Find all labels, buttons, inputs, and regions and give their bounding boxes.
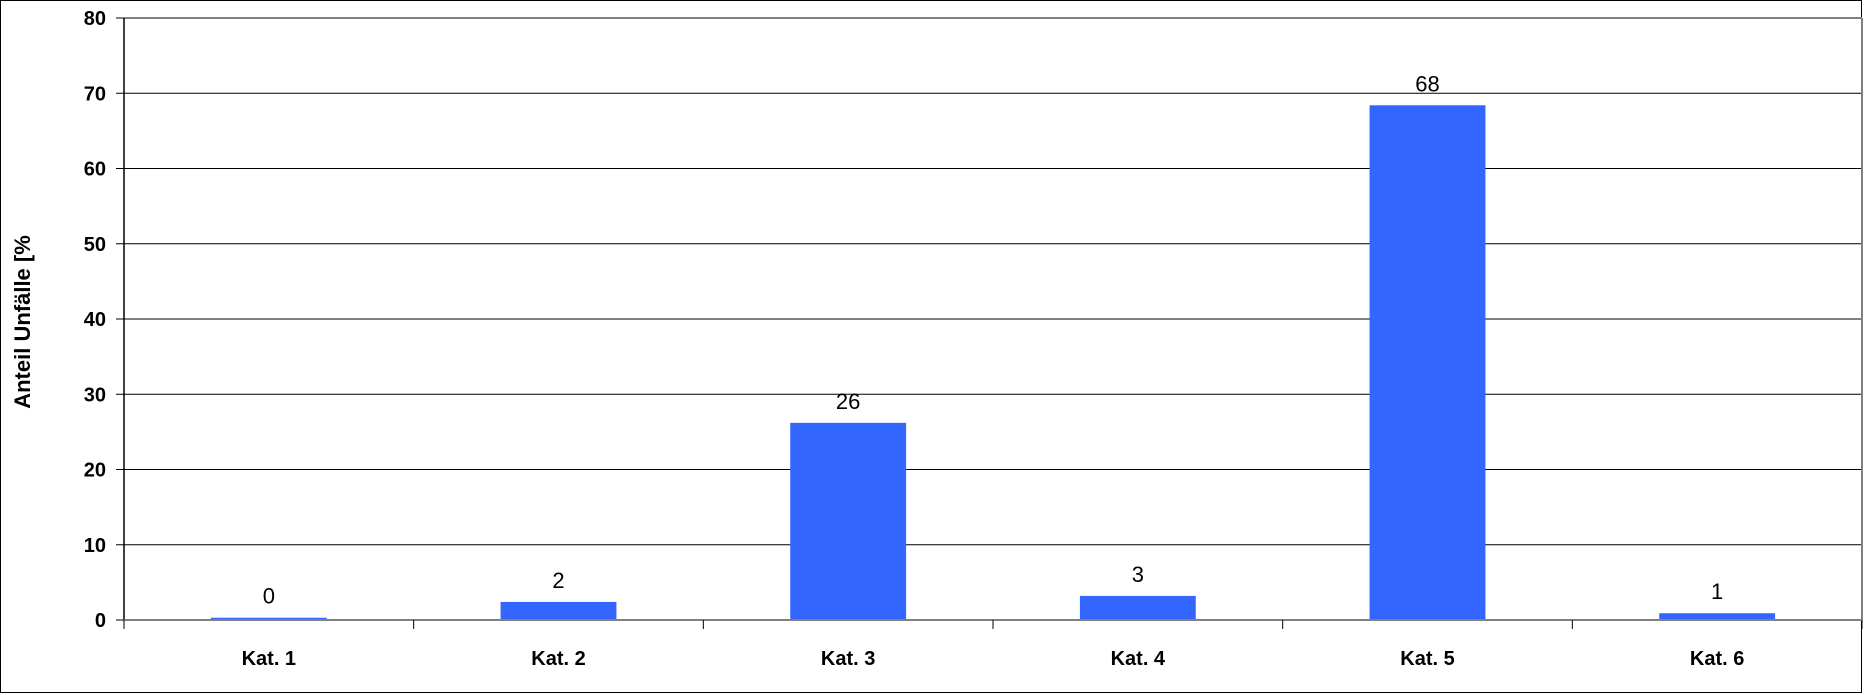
bar bbox=[1369, 105, 1486, 621]
y-tick-label: 0 bbox=[95, 610, 106, 632]
gridlines bbox=[124, 17, 1862, 546]
y-axis-label: Anteil Unfälle [% bbox=[10, 235, 35, 409]
x-tick-labels: Kat. 1 Kat. 2 Kat. 3 Kat. 4 Kat. 5 Kat. 6 bbox=[242, 648, 1745, 670]
bar bbox=[1079, 595, 1196, 620]
data-label: 0 bbox=[263, 584, 275, 609]
y-tick-label: 80 bbox=[84, 8, 106, 30]
y-tick-label: 40 bbox=[84, 309, 106, 331]
data-label: 68 bbox=[1415, 71, 1439, 96]
x-tick-label: Kat. 2 bbox=[531, 648, 585, 670]
x-tick-label: Kat. 6 bbox=[1690, 648, 1744, 670]
axes bbox=[116, 17, 1863, 629]
y-tick-labels: 0 10 20 30 40 50 60 70 80 bbox=[84, 8, 106, 632]
data-labels: 0 2 26 3 68 1 bbox=[263, 71, 1724, 608]
data-label: 2 bbox=[552, 568, 564, 593]
y-tick-label: 50 bbox=[84, 234, 106, 256]
y-tick-label: 70 bbox=[84, 83, 106, 105]
data-label: 1 bbox=[1711, 579, 1723, 604]
bar bbox=[790, 422, 907, 620]
x-tick-label: Kat. 1 bbox=[242, 648, 296, 670]
x-tick-label: Kat. 3 bbox=[821, 648, 875, 670]
y-tick-label: 20 bbox=[84, 460, 106, 482]
bar bbox=[210, 617, 327, 620]
bar bbox=[500, 601, 617, 620]
bar bbox=[1659, 613, 1776, 620]
y-tick-label: 10 bbox=[84, 535, 106, 557]
bars bbox=[210, 105, 1776, 621]
y-tick-label: 30 bbox=[84, 384, 106, 406]
data-label: 3 bbox=[1132, 562, 1144, 587]
data-label: 26 bbox=[836, 389, 860, 414]
x-tick-label: Kat. 5 bbox=[1400, 648, 1454, 670]
x-tick-label: Kat. 4 bbox=[1111, 648, 1166, 670]
y-tick-label: 60 bbox=[84, 159, 106, 181]
